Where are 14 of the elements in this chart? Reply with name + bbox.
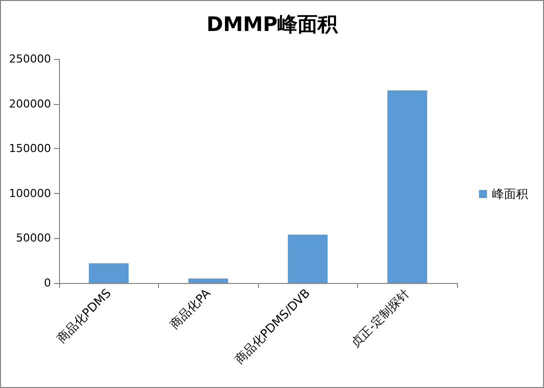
y-tick-label: 200000: [9, 97, 51, 110]
y-tick-label: 0: [44, 276, 51, 290]
bar: [88, 263, 129, 283]
y-tick-label: 150000: [9, 142, 51, 156]
bar: [288, 234, 328, 283]
y-tick-label: 100000: [9, 186, 51, 200]
x-tick-label: 商品化PA: [167, 285, 214, 332]
legend-label: 峰面积: [492, 187, 528, 201]
x-tick-label: 贞正-定制探针: [348, 286, 412, 350]
bar: [188, 278, 228, 283]
bar: [387, 90, 428, 283]
y-tick-label: 50000: [16, 232, 51, 245]
chart-title: DMMP峰面积: [206, 12, 339, 36]
y-tick-label: 250000: [9, 52, 51, 66]
